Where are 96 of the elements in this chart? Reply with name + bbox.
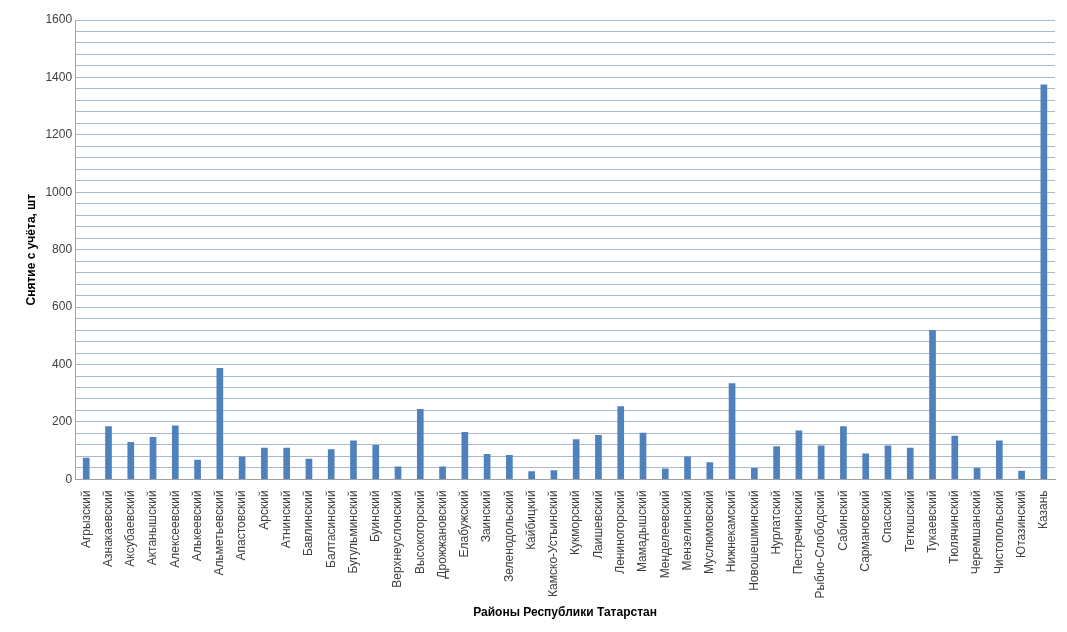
x-tick-label: Спасский — [880, 490, 895, 543]
bar — [639, 432, 647, 479]
bar — [751, 467, 758, 479]
bar — [929, 330, 936, 479]
bar — [372, 444, 380, 479]
bar — [1018, 470, 1025, 479]
x-tick-label: Альметьевский — [212, 490, 227, 576]
bar — [951, 435, 959, 479]
x-axis-title: Районы Республики Татарстан — [473, 605, 657, 620]
bar — [728, 383, 736, 479]
x-tick-label: Апастовский — [234, 490, 249, 561]
x-tick-label: Кайбицкий — [523, 490, 538, 550]
x-tick-label: Лаишевский — [590, 490, 605, 559]
bar — [617, 406, 625, 479]
bar — [840, 426, 847, 479]
bar — [817, 445, 825, 479]
bar — [105, 426, 112, 479]
bar — [283, 447, 291, 479]
bar — [773, 446, 780, 479]
bar — [171, 425, 179, 479]
bar — [127, 442, 135, 479]
y-tick-label: 600 — [52, 299, 73, 314]
bar — [483, 454, 491, 479]
x-tick-label: Менделеевский — [657, 490, 672, 579]
bar — [394, 466, 402, 479]
x-tick-label: Казань — [1036, 490, 1051, 529]
y-tick-label: 400 — [52, 356, 73, 371]
y-tick-label: 1200 — [45, 127, 73, 142]
y-tick-label: 1400 — [45, 69, 73, 84]
bar — [149, 436, 157, 479]
bar — [706, 462, 714, 479]
x-tick-label: Алексеевский — [167, 490, 182, 568]
x-tick-label: Алькеевский — [189, 490, 204, 562]
bar — [1040, 84, 1048, 479]
y-tick-label: 1600 — [45, 12, 73, 27]
bar — [528, 471, 535, 479]
bar — [661, 468, 669, 479]
y-tick-label: 0 — [65, 471, 73, 486]
x-tick-label: Рыбно-Слободский — [813, 490, 828, 599]
x-tick-label: Кукморский — [568, 490, 583, 555]
x-tick-label: Агрызский — [78, 490, 93, 549]
bar — [973, 467, 981, 479]
bar — [238, 456, 246, 479]
y-axis-title: Снятие с учёта, шт — [23, 193, 38, 306]
bar — [194, 459, 201, 479]
x-tick-label: Елабужский — [457, 490, 472, 558]
x-tick-label: Черемшанский — [969, 490, 984, 575]
x-tick-label: Верхнеуслонский — [390, 490, 405, 588]
x-tick-label: Буинский — [368, 490, 383, 542]
x-tick-label: Сабинский — [835, 490, 850, 551]
x-tick-label: Зеленодольский — [501, 490, 516, 582]
x-tick-label: Пестречинский — [791, 490, 806, 575]
x-tick-label: Высокогорский — [412, 490, 427, 575]
x-tick-label: Тетюшский — [902, 490, 917, 553]
bar — [461, 432, 469, 479]
x-tick-label: Камско-Устьинский — [546, 490, 561, 597]
x-tick-label: Нурлатский — [768, 490, 783, 555]
y-tick-label: 1000 — [45, 184, 73, 199]
x-tick-label: Бавлинский — [301, 490, 316, 557]
bar — [506, 454, 513, 479]
x-tick-label: Азнакаевский — [100, 490, 115, 567]
x-tick-label: Ютазинский — [1013, 490, 1028, 558]
bar — [572, 439, 580, 479]
x-tick-label: Муслюмовский — [702, 490, 717, 575]
bar — [862, 453, 870, 479]
x-tick-label: Бугульминский — [345, 490, 360, 574]
x-tick-label: Арский — [256, 490, 271, 530]
x-tick-label: Дрожжановский — [434, 490, 449, 579]
bar — [350, 440, 357, 479]
x-tick-label: Аксубаевский — [123, 490, 138, 567]
bar — [216, 367, 224, 479]
bar — [595, 434, 602, 479]
bar — [995, 440, 1003, 479]
x-tick-label: Актанышский — [145, 490, 160, 566]
x-tick-label: Нижнекамский — [724, 490, 739, 573]
x-tick-label: Тукаевский — [924, 490, 939, 553]
x-tick-label: Сармановский — [858, 490, 873, 572]
y-tick-label: 200 — [52, 414, 73, 429]
x-tick-label: Атнинский — [278, 490, 293, 549]
x-tick-label: Мензелинский — [679, 490, 694, 571]
bar — [82, 457, 90, 479]
bar — [906, 447, 914, 479]
x-tick-label: Тюлячинский — [947, 490, 962, 564]
bar — [550, 470, 558, 479]
x-tick-label: Чистопольский — [991, 490, 1006, 574]
x-tick-label: Мамадышский — [635, 490, 650, 573]
y-tick-label: 800 — [52, 242, 73, 256]
x-tick-label: Новошешминский — [746, 490, 761, 591]
bar — [327, 449, 335, 479]
bar — [439, 466, 446, 479]
bar — [261, 447, 268, 479]
bar — [416, 409, 424, 479]
bar — [684, 456, 691, 479]
x-tick-label: Заинский — [479, 490, 494, 543]
x-tick-label: Балтасинский — [323, 490, 338, 568]
x-tick-label: Лениногорский — [613, 490, 628, 574]
